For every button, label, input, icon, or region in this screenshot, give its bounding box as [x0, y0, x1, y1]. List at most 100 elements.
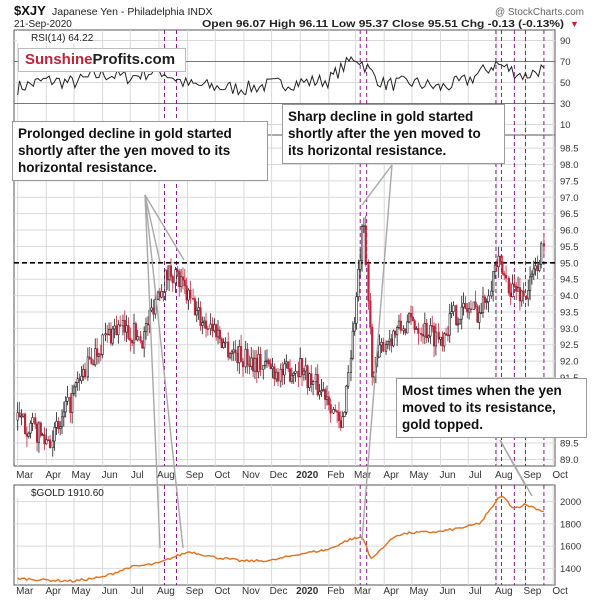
chart-quote: Open 96.07 High 96.11 Low 95.37 Close 95…: [202, 19, 564, 30]
candle-body: [322, 389, 325, 391]
candle-body: [468, 308, 471, 313]
candle-body: [152, 307, 155, 315]
x-tick-label: Jun: [439, 586, 455, 597]
candle-body: [304, 365, 307, 372]
annotation-box-1: Prolonged decline in gold started shortl…: [12, 121, 268, 181]
candle-body: [29, 422, 32, 434]
candle-body: [201, 322, 204, 326]
candle-body: [439, 336, 442, 340]
candle-body: [384, 344, 388, 352]
candle-body: [327, 396, 330, 405]
candle-body: [262, 365, 265, 370]
candle-body: [109, 329, 113, 344]
price-tick-label: 89.5: [560, 439, 579, 450]
candle-body: [337, 411, 341, 421]
candle-body: [325, 396, 329, 400]
candle-body: [456, 323, 460, 326]
candle-body: [513, 283, 516, 287]
candle-body: [345, 385, 348, 413]
candle-body: [397, 320, 401, 328]
candle-body: [351, 330, 354, 359]
candle-body: [71, 393, 74, 413]
candle-body: [336, 410, 339, 413]
candle-body: [48, 439, 52, 448]
x-tick-label: Aug: [495, 586, 513, 597]
candle-body: [25, 433, 29, 437]
candle-body: [113, 325, 116, 330]
candle-body: [156, 291, 160, 300]
candle-body: [20, 415, 23, 418]
candle-body: [92, 363, 95, 366]
candle-body: [386, 340, 389, 345]
candle-body: [501, 261, 504, 274]
candle-body: [497, 255, 500, 268]
price-tick-label: 97.5: [560, 176, 579, 187]
price-tick-label: 92.5: [560, 340, 579, 351]
candle-body: [88, 356, 91, 359]
candle-body: [160, 291, 163, 298]
candle-body: [432, 325, 436, 347]
candle-body: [76, 378, 79, 383]
candle-body: [139, 336, 142, 342]
candle-body: [158, 291, 161, 298]
gold-legend: $GOLD 1910.60: [31, 488, 104, 499]
gold-series: [17, 495, 545, 583]
candle-body: [224, 341, 227, 344]
x-tick-label: Apr: [46, 470, 62, 481]
candle-body: [493, 264, 497, 273]
candle-body: [388, 338, 391, 342]
price-tick-label: 98.0: [560, 160, 579, 171]
price-tick-label: 89.0: [560, 455, 579, 466]
candle-body: [267, 359, 270, 365]
x-tick-label: Mar: [354, 586, 372, 597]
x-tick-label: Jun: [102, 586, 118, 597]
candle-body: [31, 417, 34, 424]
candle-body: [97, 353, 101, 357]
candle-body: [150, 307, 153, 311]
annotation-text-1: Prolonged decline in gold started shortl…: [18, 126, 232, 175]
candle-body: [476, 306, 479, 323]
candle-body: [425, 323, 428, 339]
candle-body: [37, 422, 41, 443]
candle-body: [162, 291, 165, 293]
candle-body: [527, 290, 530, 300]
price-tick-label: 96.0: [560, 226, 579, 237]
candle-body: [183, 279, 186, 287]
x-tick-label: Aug: [157, 470, 175, 481]
candle-body: [129, 338, 132, 341]
candle-body: [222, 342, 225, 349]
candle-body: [27, 432, 30, 437]
candle-body: [94, 348, 97, 366]
candle-body: [127, 325, 130, 339]
candle-body: [520, 290, 523, 302]
x-tick-label: Sep: [186, 586, 204, 597]
x-tick-label: Jun: [102, 470, 118, 481]
candle-body: [167, 265, 171, 281]
price-tick-label: 94.5: [560, 275, 579, 286]
candle-body: [444, 333, 448, 336]
candle-body: [448, 313, 451, 336]
x-tick-label: Mar: [16, 586, 34, 597]
x-tick-label: Dec: [270, 586, 288, 597]
candle-body: [187, 289, 190, 301]
candle-body: [197, 307, 200, 311]
candle-body: [404, 328, 407, 334]
candle-body: [241, 361, 245, 368]
annotation-pointer: [499, 439, 533, 497]
candle-body: [478, 312, 481, 323]
candle-body: [123, 320, 126, 333]
candle-body: [232, 349, 235, 353]
candle-body: [525, 295, 528, 300]
x-tick-label: Mar: [16, 470, 34, 481]
candle-body: [169, 265, 173, 277]
candle-body: [273, 366, 276, 380]
rsi-line: [17, 56, 545, 96]
candle-body: [244, 348, 247, 368]
candle-body: [503, 273, 506, 276]
candle-body: [480, 312, 483, 315]
candle-body: [57, 420, 60, 430]
candle-body: [462, 302, 465, 308]
candle-body: [362, 225, 365, 228]
